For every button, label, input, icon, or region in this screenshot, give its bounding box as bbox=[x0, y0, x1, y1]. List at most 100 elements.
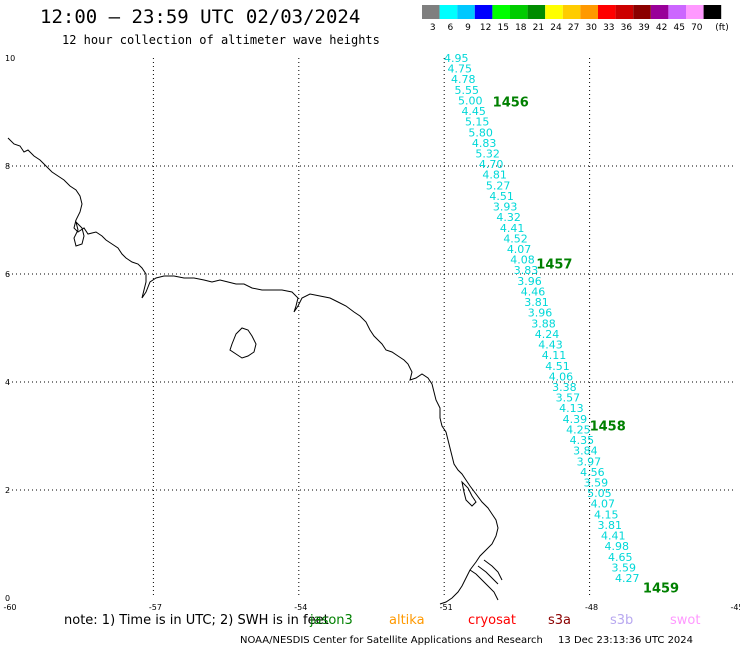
swh-value: 5.80 bbox=[468, 126, 493, 139]
swh-value: 5.27 bbox=[486, 179, 511, 192]
map-subtitle: 12 hour collection of altimeter wave hei… bbox=[62, 33, 380, 47]
track-time-label: 1458 bbox=[590, 420, 626, 435]
colorbar-label: 24 bbox=[550, 23, 562, 33]
colorbar-swatch bbox=[615, 5, 634, 19]
colorbar-label: 39 bbox=[638, 23, 650, 33]
track-time-label: 1457 bbox=[536, 258, 572, 273]
swh-value: 3.83 bbox=[514, 264, 539, 277]
colorbar-swatch bbox=[703, 5, 722, 19]
credit-text: NOAA/NESDIS Center for Satellite Applica… bbox=[240, 635, 543, 646]
swh-value: 3.93 bbox=[493, 201, 518, 214]
colorbar-swatch bbox=[492, 5, 510, 19]
swh-value: 4.41 bbox=[500, 222, 525, 235]
wave-height-map: -60-57-54-51-48-450246810 4.954.754.785.… bbox=[3, 52, 740, 610]
lon-tick-label: -57 bbox=[149, 603, 162, 610]
coastline bbox=[7, 137, 503, 605]
swh-value: 4.83 bbox=[472, 137, 497, 150]
swh-value: 3.97 bbox=[577, 455, 602, 468]
lon-tick-label: -51 bbox=[440, 603, 453, 610]
colorbar-swatch bbox=[439, 5, 458, 19]
swh-value: 4.06 bbox=[549, 370, 574, 383]
colorbar-label: 9 bbox=[465, 23, 471, 33]
swh-value: 3.81 bbox=[598, 519, 623, 532]
swh-value: 4.51 bbox=[545, 360, 570, 373]
swh-value: 4.75 bbox=[447, 63, 472, 76]
swh-value: 3.57 bbox=[556, 392, 581, 405]
swh-value: 4.07 bbox=[591, 498, 616, 511]
lat-tick-label: 6 bbox=[5, 270, 10, 279]
footer-note: note: 1) Time is in UTC; 2) SWH is in fe… bbox=[64, 613, 700, 628]
swh-value: 4.27 bbox=[615, 572, 640, 585]
swh-value: 4.52 bbox=[503, 232, 528, 245]
track-time-labels: 1456 1457 1458 1459 bbox=[493, 96, 679, 597]
mission-swot: swot bbox=[670, 613, 701, 628]
swh-value: 4.32 bbox=[496, 211, 521, 224]
colorbar-swatch bbox=[474, 5, 493, 19]
colorbar-swatch bbox=[650, 5, 669, 19]
colorbar-swatch bbox=[562, 5, 581, 19]
colorbar-label: 12 bbox=[480, 23, 491, 33]
swh-value: 4.81 bbox=[482, 169, 507, 182]
colorbar-label: 33 bbox=[603, 23, 614, 33]
axis-tick-labels: -60 -57 -54 -51 -48 -45 0 2 4 6 8 10 bbox=[3, 54, 740, 610]
swh-value: 4.70 bbox=[479, 158, 504, 171]
swh-value: 4.11 bbox=[542, 349, 567, 362]
colorbar-label: 15 bbox=[497, 23, 508, 33]
swh-value: 3.96 bbox=[528, 307, 553, 320]
coastline-main bbox=[7, 137, 499, 605]
colorbar-swatch bbox=[580, 5, 598, 19]
colorbar-label: 18 bbox=[515, 23, 527, 33]
swh-value: 4.13 bbox=[559, 402, 584, 415]
colorbar-label: 42 bbox=[656, 23, 667, 33]
colorbar-label: 45 bbox=[673, 23, 684, 33]
lake-island bbox=[229, 327, 257, 359]
swh-value: 4.51 bbox=[489, 190, 513, 203]
swh-value: 4.25 bbox=[566, 423, 591, 436]
swh-value: 4.95 bbox=[444, 52, 469, 65]
coastline-inlet-2 bbox=[461, 480, 477, 507]
colorbar-label: 3 bbox=[430, 23, 436, 33]
mission-s3b: s3b bbox=[610, 613, 634, 628]
colorbar-label: 27 bbox=[568, 23, 579, 33]
swh-value: 3.59 bbox=[584, 476, 609, 489]
lat-tick-label: 8 bbox=[5, 162, 10, 171]
colorbar-label: 30 bbox=[585, 23, 597, 33]
swh-value: 3.59 bbox=[612, 561, 637, 574]
colorbar-label: 70 bbox=[691, 23, 703, 33]
credit-line: NOAA/NESDIS Center for Satellite Applica… bbox=[240, 635, 693, 646]
track-time-label: 1459 bbox=[643, 582, 679, 597]
colorbar-swatch bbox=[545, 5, 563, 19]
map-title: 12:00 – 23:59 UTC 02/03/2024 bbox=[40, 6, 361, 28]
swh-value: 4.07 bbox=[507, 243, 531, 256]
swh-value: 4.78 bbox=[451, 73, 476, 86]
swh-value: 5.55 bbox=[454, 84, 479, 97]
swh-value: 3.88 bbox=[531, 317, 556, 330]
colorbar-swatch bbox=[598, 5, 616, 19]
swh-value: 4.08 bbox=[510, 254, 535, 267]
colorbar-label: 6 bbox=[448, 23, 454, 33]
lon-tick-label: -60 bbox=[3, 603, 16, 610]
lon-tick-label: -48 bbox=[585, 603, 598, 610]
mission-cryosat: cryosat bbox=[468, 613, 516, 628]
swh-value: 4.24 bbox=[535, 328, 560, 341]
track-time-label: 1456 bbox=[493, 96, 529, 111]
swh-value: 4.56 bbox=[580, 466, 605, 479]
swh-value: 3.81 bbox=[524, 296, 549, 309]
altimeter-track: 4.954.754.785.555.004.455.155.804.835.32… bbox=[444, 52, 640, 585]
swh-value: 4.41 bbox=[601, 530, 626, 543]
swh-value: 3.84 bbox=[573, 445, 598, 458]
lon-tick-label: -54 bbox=[294, 603, 307, 610]
swh-value: 5.15 bbox=[465, 116, 490, 129]
colorbar-swatch bbox=[686, 5, 704, 19]
swh-value: 5.05 bbox=[587, 487, 612, 500]
swh-value: 4.15 bbox=[594, 508, 619, 521]
colorbar-swatch bbox=[510, 5, 528, 19]
lon-tick-label: -45 bbox=[730, 603, 740, 610]
swh-value: 5.00 bbox=[458, 94, 483, 107]
lat-tick-label: 2 bbox=[5, 486, 10, 495]
swh-value: 4.43 bbox=[538, 339, 563, 352]
mission-jason3: jason3 bbox=[310, 613, 353, 628]
coastline-inlet-1 bbox=[73, 220, 85, 247]
swh-value: 4.65 bbox=[608, 551, 633, 564]
swh-value: 4.46 bbox=[521, 285, 546, 298]
